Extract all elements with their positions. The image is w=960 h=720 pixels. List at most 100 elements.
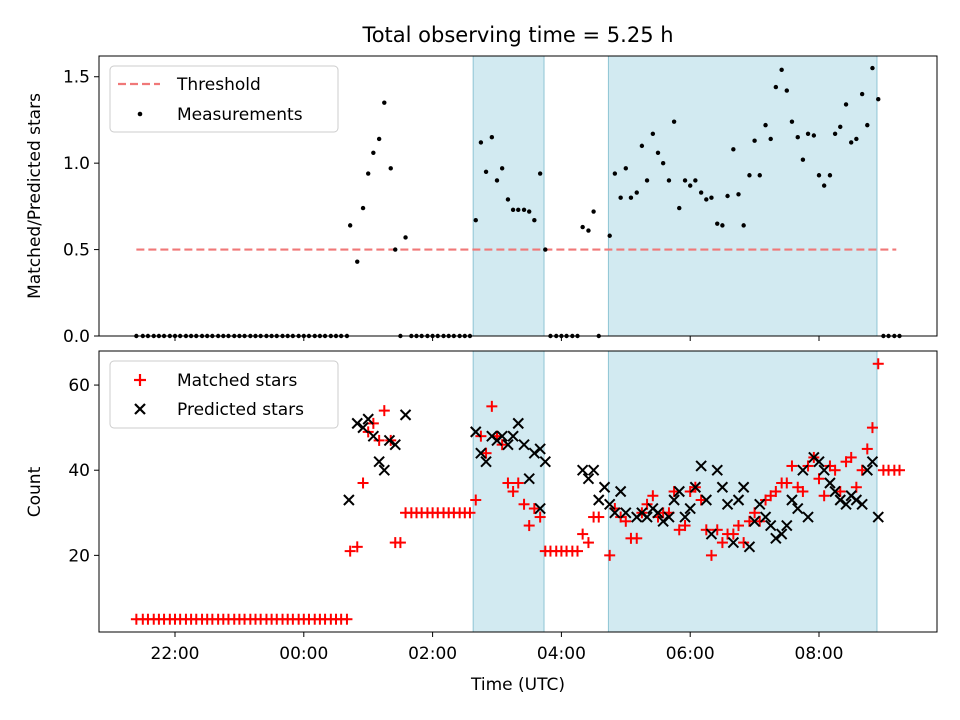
predicted-point	[866, 455, 879, 468]
matched-point	[620, 515, 632, 527]
predicted-point	[534, 443, 546, 455]
measurement-point	[838, 124, 843, 130]
measurement-point	[709, 195, 714, 200]
predicted-point	[534, 502, 546, 515]
y-tick-label: 0.5	[63, 241, 90, 261]
predicted-point	[834, 494, 846, 506]
predicted-point	[748, 515, 761, 528]
predicted-point	[711, 464, 723, 476]
matched-point	[727, 528, 739, 540]
matched-point	[695, 494, 707, 506]
matched-point	[866, 422, 878, 434]
predicted-point	[357, 421, 369, 434]
measurement-point	[382, 100, 387, 105]
predicted-point	[378, 464, 391, 476]
x-tick-label: 08:00	[795, 644, 844, 664]
measurement-point	[360, 205, 366, 211]
measurement-point	[800, 157, 806, 162]
predicted-point	[362, 413, 374, 425]
predicted-point	[743, 541, 756, 553]
measurement-point	[688, 183, 693, 188]
measurement-point	[527, 209, 532, 214]
measurement-point	[715, 221, 720, 226]
predicted-point	[576, 464, 589, 476]
measurement-point	[741, 223, 746, 228]
predicted-point	[679, 511, 691, 523]
matched-point	[373, 434, 385, 446]
matched-point	[582, 537, 594, 549]
matched-point	[711, 524, 723, 536]
predicted-point	[593, 494, 605, 506]
measurement-point	[784, 88, 789, 93]
measurement-point	[607, 233, 612, 238]
matched-point	[604, 549, 616, 561]
bottom-legend: Matched stars Predicted stars	[109, 360, 339, 429]
x-axis-label: Time (UTC)	[470, 675, 565, 695]
measurement-point	[580, 224, 585, 230]
matched-point	[470, 494, 482, 506]
predicted-point	[872, 511, 884, 523]
matched-point	[894, 464, 905, 476]
bottom-y-ticks: 20 40 60	[68, 376, 99, 566]
matched-point	[344, 545, 356, 557]
matched-point	[673, 524, 685, 536]
matched-point	[512, 477, 524, 489]
matched-point	[829, 464, 841, 476]
measurement-point	[757, 173, 762, 178]
measurement-point	[388, 166, 393, 171]
matched-point	[754, 515, 766, 527]
predicted-point	[813, 455, 825, 468]
measurement-point	[494, 178, 500, 183]
matched-point	[872, 358, 884, 370]
shaded-span	[472, 55, 545, 337]
measurement-point	[666, 178, 672, 183]
measurement-point	[698, 190, 704, 195]
predicted-point	[383, 434, 396, 447]
measurement-point	[704, 197, 709, 202]
matched-point	[593, 511, 605, 523]
top-y-ticks: 0.0 0.5 1.0 1.5	[63, 68, 99, 347]
predicted-point	[652, 507, 664, 519]
threshold-legend-label: Threshold	[176, 75, 261, 95]
measurement-point	[789, 119, 795, 124]
measurements-legend-label: Measurements	[177, 105, 303, 125]
matched-point	[797, 486, 809, 497]
predicted-point	[802, 511, 814, 523]
measurement-point	[736, 192, 741, 197]
matched-point	[738, 537, 750, 549]
matched-point	[861, 443, 873, 455]
predicted-point	[539, 455, 552, 468]
matched-point	[486, 400, 498, 412]
measurement-point	[532, 217, 537, 223]
measurement-point	[843, 102, 849, 107]
predicted-point	[727, 536, 740, 549]
measurement-point	[371, 150, 376, 155]
measurement-point	[612, 171, 618, 176]
matched-point	[679, 520, 691, 532]
predicted-point	[689, 481, 702, 493]
matched-point	[781, 477, 793, 489]
measurement-point	[655, 150, 661, 155]
predicted-point	[528, 447, 541, 459]
x-tick-label: 06:00	[666, 644, 715, 664]
y-tick-label: 40	[68, 461, 90, 481]
measurement-point	[623, 166, 628, 171]
predicted-point	[700, 494, 713, 506]
measurement-point	[779, 67, 784, 73]
measurement-point	[403, 235, 408, 240]
measurement-point	[720, 223, 725, 228]
measurement-point	[876, 97, 881, 102]
predicted-point	[587, 464, 600, 476]
matched-point	[572, 545, 583, 557]
measurement-point	[859, 91, 865, 97]
measurement-point	[505, 197, 511, 202]
predicted-point	[775, 528, 788, 540]
measurement-point	[478, 140, 484, 145]
matched-point	[394, 537, 406, 549]
top-legend-box	[109, 65, 339, 133]
count-points	[130, 358, 905, 625]
measurement-point	[816, 173, 822, 178]
matched-point	[733, 520, 744, 532]
matched-point	[818, 490, 830, 502]
